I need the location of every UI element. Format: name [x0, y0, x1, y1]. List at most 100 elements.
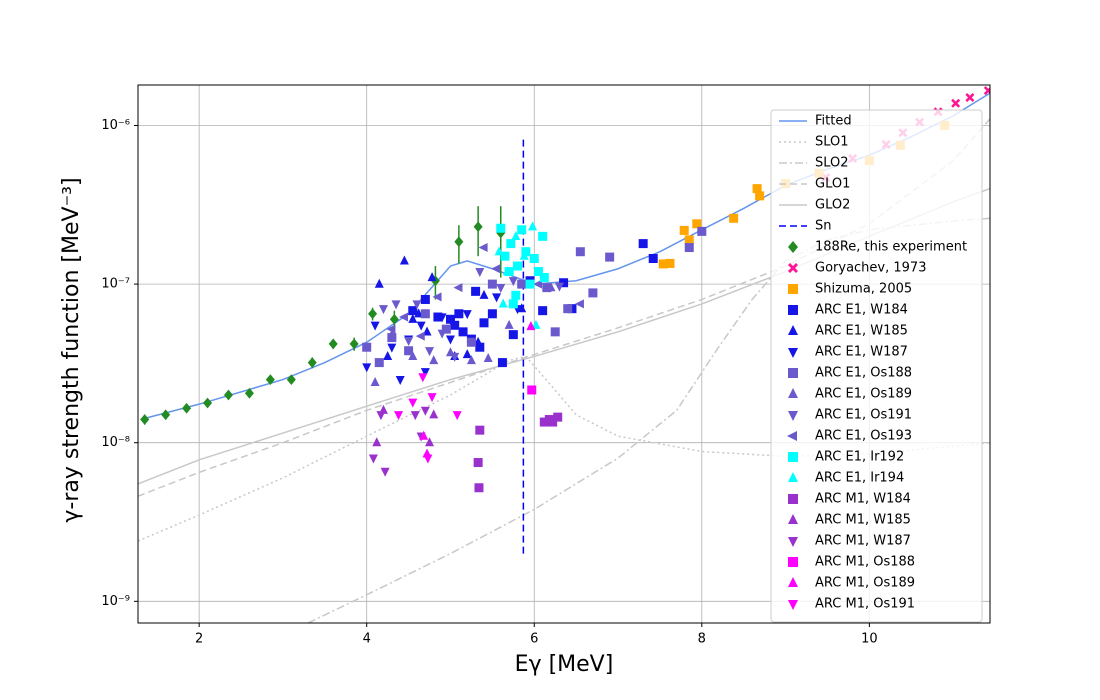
marker	[692, 219, 702, 229]
line	[307, 217, 990, 623]
marker	[550, 327, 560, 337]
marker	[427, 393, 437, 403]
marker	[422, 326, 432, 336]
marker	[965, 93, 975, 103]
x-tick-label: 4	[363, 632, 371, 647]
marker	[575, 247, 585, 257]
marker	[538, 231, 548, 241]
marker	[462, 349, 472, 359]
marker	[386, 324, 396, 334]
axes-frame	[137, 84, 991, 624]
marker	[349, 338, 359, 350]
marker	[498, 298, 508, 308]
y-tick-label: 10⁻⁸	[101, 435, 130, 450]
legend-label: ARC E1, Ir194	[815, 471, 904, 486]
marker	[533, 279, 543, 289]
marker	[387, 329, 397, 339]
marker	[539, 273, 549, 283]
legend-label: ARC E1, W184	[815, 303, 908, 318]
y-tick-label: 10⁻⁷	[101, 277, 130, 292]
marker	[525, 279, 535, 289]
marker	[983, 86, 990, 96]
marker	[574, 299, 584, 309]
marker	[368, 308, 378, 320]
y-tick-label: 10⁻⁹	[101, 594, 130, 609]
marker	[408, 306, 418, 316]
legend-label: ARC E1, Ir192	[815, 450, 904, 465]
marker	[554, 282, 564, 292]
marker	[328, 338, 338, 350]
legend-swatch	[788, 284, 798, 294]
marker	[376, 411, 386, 421]
legend-swatch	[788, 494, 798, 504]
marker	[450, 352, 460, 362]
x-tick-label: 2	[195, 632, 203, 647]
legend-swatch	[788, 577, 798, 587]
marker	[473, 221, 483, 233]
legend-label: SLO2	[815, 156, 849, 171]
marker	[432, 292, 442, 302]
legend-label: Shizuma, 2005	[815, 282, 912, 297]
marker	[458, 327, 468, 337]
marker	[416, 321, 426, 331]
marker	[370, 321, 380, 331]
marker	[450, 320, 460, 330]
marker	[506, 239, 516, 249]
marker	[429, 409, 439, 419]
marker	[529, 254, 539, 264]
marker	[466, 355, 476, 365]
marker	[404, 346, 414, 356]
marker	[307, 357, 317, 368]
marker	[466, 337, 476, 347]
marker	[372, 437, 382, 447]
legend-swatch	[788, 388, 798, 398]
legend-swatch	[788, 305, 798, 315]
marker	[395, 375, 405, 385]
marker	[161, 409, 171, 421]
legend-swatch	[788, 514, 798, 524]
marker	[502, 266, 512, 276]
marker	[497, 358, 507, 368]
marker	[479, 289, 489, 299]
legend-label: ARC E1, Os188	[815, 366, 912, 381]
x-tick-label: 10	[861, 632, 878, 647]
marker	[474, 483, 484, 493]
marker	[462, 310, 472, 320]
marker	[408, 398, 418, 408]
marker	[389, 313, 399, 325]
marker	[517, 279, 527, 289]
legend-label: ARC M1, Os191	[815, 597, 915, 612]
marker	[223, 389, 233, 401]
marker	[508, 299, 518, 309]
marker	[399, 312, 409, 322]
marker	[387, 343, 397, 353]
legend-label: ARC M1, W184	[815, 492, 911, 507]
marker	[517, 225, 527, 235]
marker	[531, 319, 541, 329]
legend-box	[770, 109, 983, 623]
marker	[755, 191, 765, 201]
y-axis-label: γ-ray strength function [MeV⁻³]	[59, 177, 84, 522]
marker	[508, 330, 518, 340]
marker	[420, 294, 430, 304]
marker	[391, 300, 401, 310]
legend-swatch	[788, 557, 798, 567]
marker	[452, 411, 462, 421]
marker	[418, 373, 428, 383]
marker	[404, 337, 414, 347]
marker	[487, 309, 497, 319]
marker	[684, 235, 694, 245]
marker	[491, 264, 501, 274]
marker	[729, 213, 739, 223]
marker	[454, 236, 464, 248]
marker	[374, 278, 384, 288]
marker	[504, 319, 514, 329]
marker	[563, 304, 573, 314]
legend-label: ARC E1, Os189	[815, 387, 912, 402]
marker	[374, 358, 384, 368]
marker	[519, 250, 529, 260]
marker	[511, 290, 521, 300]
marker	[665, 258, 675, 268]
marker	[475, 425, 485, 435]
